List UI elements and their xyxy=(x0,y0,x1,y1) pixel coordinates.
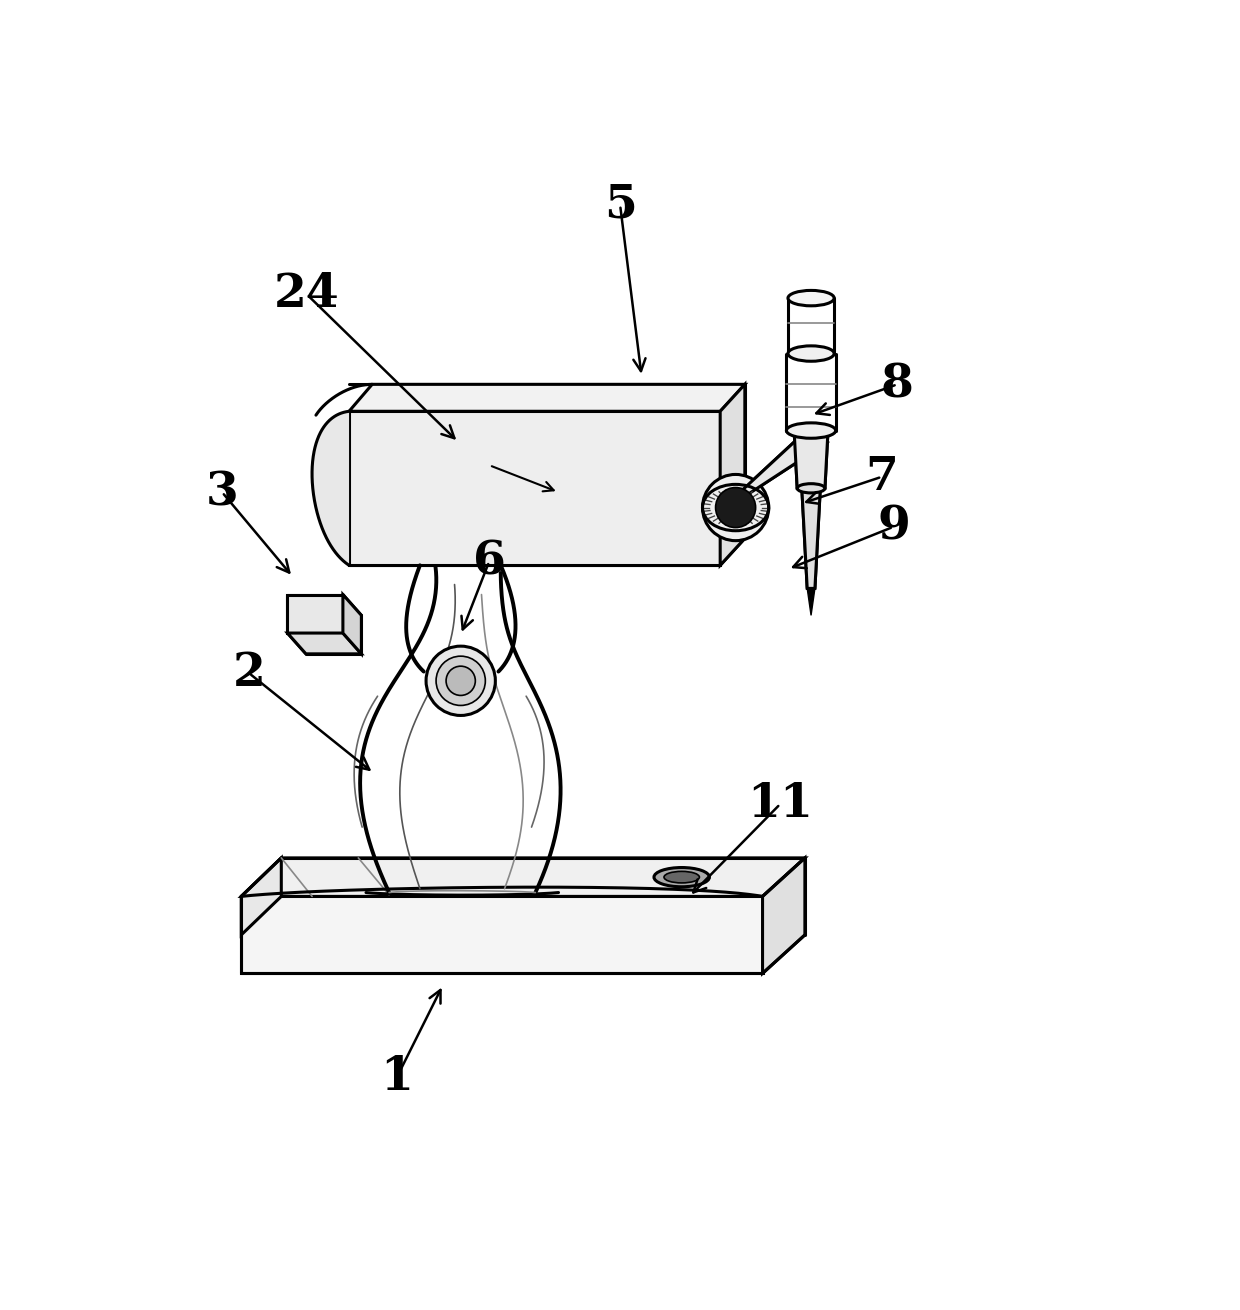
Circle shape xyxy=(446,667,475,696)
Polygon shape xyxy=(732,441,828,500)
Text: 9: 9 xyxy=(877,504,910,550)
Text: 2: 2 xyxy=(233,650,265,696)
Text: 7: 7 xyxy=(866,453,898,499)
Text: 24: 24 xyxy=(274,271,340,317)
Polygon shape xyxy=(288,595,343,633)
Polygon shape xyxy=(242,896,763,973)
Text: 3: 3 xyxy=(206,469,238,515)
Text: 8: 8 xyxy=(880,362,914,407)
Polygon shape xyxy=(343,595,361,654)
Polygon shape xyxy=(720,384,745,566)
Polygon shape xyxy=(763,858,805,973)
Circle shape xyxy=(703,474,769,541)
Polygon shape xyxy=(794,431,828,489)
Ellipse shape xyxy=(787,346,835,362)
Circle shape xyxy=(427,646,495,715)
Polygon shape xyxy=(312,411,350,566)
Text: 6: 6 xyxy=(472,538,506,584)
Ellipse shape xyxy=(797,483,825,493)
Text: 5: 5 xyxy=(604,182,636,228)
Ellipse shape xyxy=(663,871,699,883)
Polygon shape xyxy=(350,411,720,566)
Polygon shape xyxy=(807,588,815,616)
Polygon shape xyxy=(242,858,805,896)
Polygon shape xyxy=(802,489,821,588)
Ellipse shape xyxy=(787,291,835,305)
Polygon shape xyxy=(288,633,361,654)
Ellipse shape xyxy=(653,867,709,887)
Polygon shape xyxy=(242,858,281,935)
Ellipse shape xyxy=(786,423,836,439)
Text: 1: 1 xyxy=(381,1055,413,1100)
Polygon shape xyxy=(350,384,745,411)
Text: 11: 11 xyxy=(748,781,813,827)
Circle shape xyxy=(436,656,485,706)
Circle shape xyxy=(715,487,755,528)
